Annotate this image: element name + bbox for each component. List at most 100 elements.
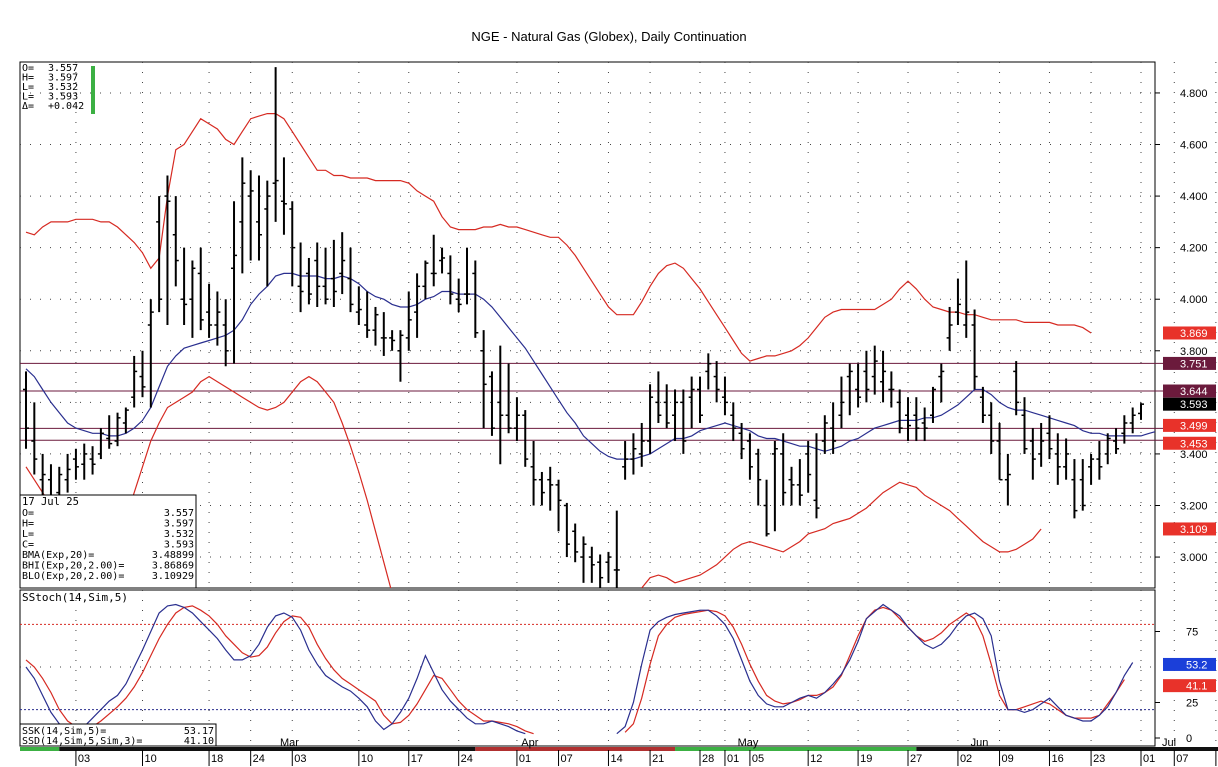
x-axis-week-label: 01	[727, 753, 739, 765]
price-tag-label: 3.499	[1180, 420, 1208, 432]
ohlc-bar	[1113, 428, 1120, 454]
ohlc-bar	[231, 201, 238, 364]
ohlc-bar	[622, 441, 629, 480]
price-tag	[1163, 522, 1216, 536]
ohlc-bar	[372, 306, 379, 346]
ohlc-bar	[763, 479, 770, 537]
ohlc-bar	[813, 433, 820, 519]
ohlc-bar	[672, 389, 679, 442]
ohlc-bar	[1046, 415, 1053, 460]
stoch-axis-label: 75	[1186, 627, 1198, 639]
ohlc-bar	[563, 502, 570, 558]
ohlc-bar	[206, 283, 213, 338]
readout-value: 3.557	[48, 63, 78, 74]
x-axis-week-label: 14	[610, 753, 622, 765]
info-box-value: 3.597	[164, 519, 194, 530]
ohlc-bar	[613, 510, 620, 588]
x-axis-week-label: 18	[211, 753, 223, 765]
ohlc-bar	[1121, 415, 1128, 444]
ohlc-bar	[696, 376, 703, 423]
ohlc-bar	[389, 330, 396, 351]
info-box-label: BHI(Exp,20,2.00)=	[22, 561, 124, 572]
trend-strip-segment	[20, 747, 60, 751]
info-box-value: 3.10929	[152, 571, 194, 582]
price-tag	[1163, 397, 1216, 411]
info-box-label: L=	[22, 529, 34, 540]
trend-strip-segment	[475, 747, 676, 751]
x-axis-week-label: 03	[294, 753, 306, 765]
trend-strip-segment	[59, 747, 476, 751]
ohlc-bar	[655, 371, 662, 423]
ohlc-bar	[1138, 403, 1144, 420]
x-axis-week-label: 05	[752, 753, 764, 765]
ohlc-bar	[197, 247, 204, 331]
ohlc-bar	[780, 433, 787, 506]
ohlc-bar	[996, 422, 1003, 481]
stoch-tag-label: 41.1	[1186, 681, 1207, 693]
ohlc-bar	[347, 247, 354, 313]
ohlc-bar	[364, 291, 371, 338]
ohlc-bar	[513, 397, 520, 442]
ohlc-bar	[81, 443, 88, 480]
ohlc-bar	[314, 242, 321, 307]
x-axis-week-label: 17	[411, 753, 423, 765]
x-axis-week-label: 19	[860, 753, 872, 765]
trend-strip-segment	[675, 747, 917, 751]
x-axis-week-label: 10	[144, 753, 156, 765]
ohlc-bar	[172, 196, 179, 287]
x-axis-month-label: Jun	[971, 737, 989, 749]
ohlc-bar	[355, 286, 362, 325]
x-axis-week-label: 10	[361, 753, 373, 765]
ohlc-bar	[397, 330, 404, 382]
info-box	[19, 494, 197, 589]
readout-value: 3.597	[48, 73, 78, 84]
ohlc-bar	[1029, 428, 1036, 480]
ohlc-bar	[322, 247, 329, 305]
ohlc-bar	[439, 247, 446, 274]
x-axis-week-label: 16	[1051, 753, 1063, 765]
ohlc-bar	[538, 471, 545, 506]
ohlc-bar	[979, 386, 986, 423]
ohlc-bar	[1063, 438, 1070, 480]
ohlc-bar	[871, 345, 878, 395]
info-box-value: 3.593	[164, 540, 194, 551]
ohlc-bar	[938, 363, 945, 403]
readout-label: O=	[22, 63, 34, 74]
ohlc-bar	[1038, 422, 1045, 467]
ohlc-bar	[713, 361, 720, 403]
stoch-axis-label: 0	[1186, 733, 1192, 745]
info-box-label: O=	[22, 508, 34, 519]
ohlc-bar	[547, 466, 554, 511]
ohlc-bar	[988, 402, 995, 454]
ohlc-bar	[255, 175, 262, 261]
ohlc-bar	[738, 422, 745, 460]
x-axis-month-label: Jul	[1162, 737, 1176, 749]
info-box-value: 3.86869	[152, 561, 194, 572]
price-tag-label: 3.593	[1180, 399, 1208, 411]
ohlc-bar	[89, 446, 96, 475]
ohlc-bar	[488, 371, 495, 436]
price-tag	[1163, 356, 1216, 370]
ohlc-bar	[846, 363, 853, 416]
x-axis-week-label: 09	[1002, 753, 1014, 765]
ohlc-bar	[597, 554, 604, 588]
ohlc-bar	[963, 260, 970, 338]
stoch-readout-value: 53.17	[184, 726, 214, 737]
price-tag-label: 3.869	[1180, 328, 1208, 340]
ohlc-bar	[838, 376, 845, 429]
ohlc-bar	[796, 459, 803, 506]
ohlc-bar	[214, 291, 221, 346]
ohlc-bar	[131, 355, 138, 408]
ohlc-bar	[855, 363, 862, 408]
ohlc-bar	[156, 196, 163, 313]
ohlc-bar	[380, 312, 387, 356]
ohlc-bar	[680, 389, 687, 454]
ohlc-bar	[447, 255, 454, 305]
ohlc-bar	[189, 260, 196, 338]
price-axis-label: 3.200	[1180, 500, 1208, 512]
ohlc-bar	[139, 350, 146, 398]
info-box-label: BLO(Exp,20,2.00)=	[22, 571, 124, 582]
info-box-value: 3.48899	[152, 550, 194, 561]
ohlc-bar	[572, 523, 579, 563]
ohlc-bar	[746, 433, 753, 480]
